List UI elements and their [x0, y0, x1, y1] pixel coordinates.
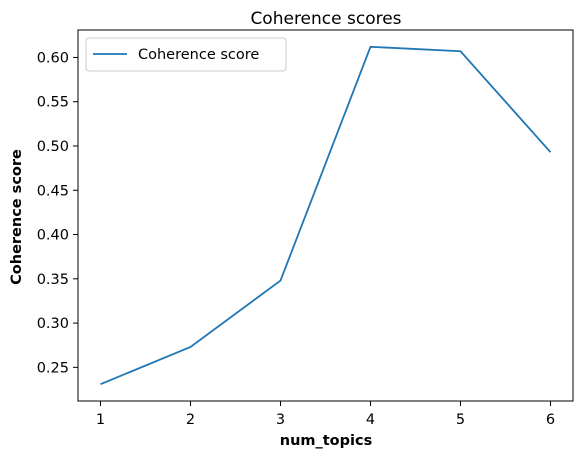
y-axis-label: Coherence score: [9, 149, 25, 285]
y-axis-ticks: 0.25 0.30 0.35 0.40 0.45 0.50 0.55 0.60: [37, 50, 78, 376]
x-tick-label: 2: [186, 412, 195, 428]
y-tick-label: 0.45: [37, 183, 69, 199]
y-tick-label: 0.30: [37, 316, 69, 332]
legend-label: Coherence score: [138, 47, 259, 63]
x-tick-label: 1: [96, 412, 105, 428]
y-tick-label: 0.35: [37, 272, 69, 288]
x-tick-label: 6: [546, 412, 555, 428]
y-tick-label: 0.60: [37, 50, 69, 66]
y-tick-label: 0.40: [37, 228, 69, 244]
series-line-coherence-score: [100, 45, 552, 386]
plot-area-frame: [77, 29, 574, 402]
y-tick-label: 0.50: [37, 139, 69, 155]
x-axis-ticks: 1 2 3 4 5 6: [96, 401, 555, 428]
chart-title: Coherence scores: [250, 9, 401, 29]
legend-box: [85, 37, 287, 72]
x-tick-label: 5: [456, 412, 465, 428]
x-tick-label: 4: [366, 412, 375, 428]
y-tick-label: 0.25: [37, 360, 69, 376]
x-axis-label: num_topics: [280, 433, 372, 449]
y-tick-label: 0.55: [37, 95, 69, 111]
legend: Coherence score: [85, 37, 287, 72]
x-tick-label: 3: [276, 412, 285, 428]
